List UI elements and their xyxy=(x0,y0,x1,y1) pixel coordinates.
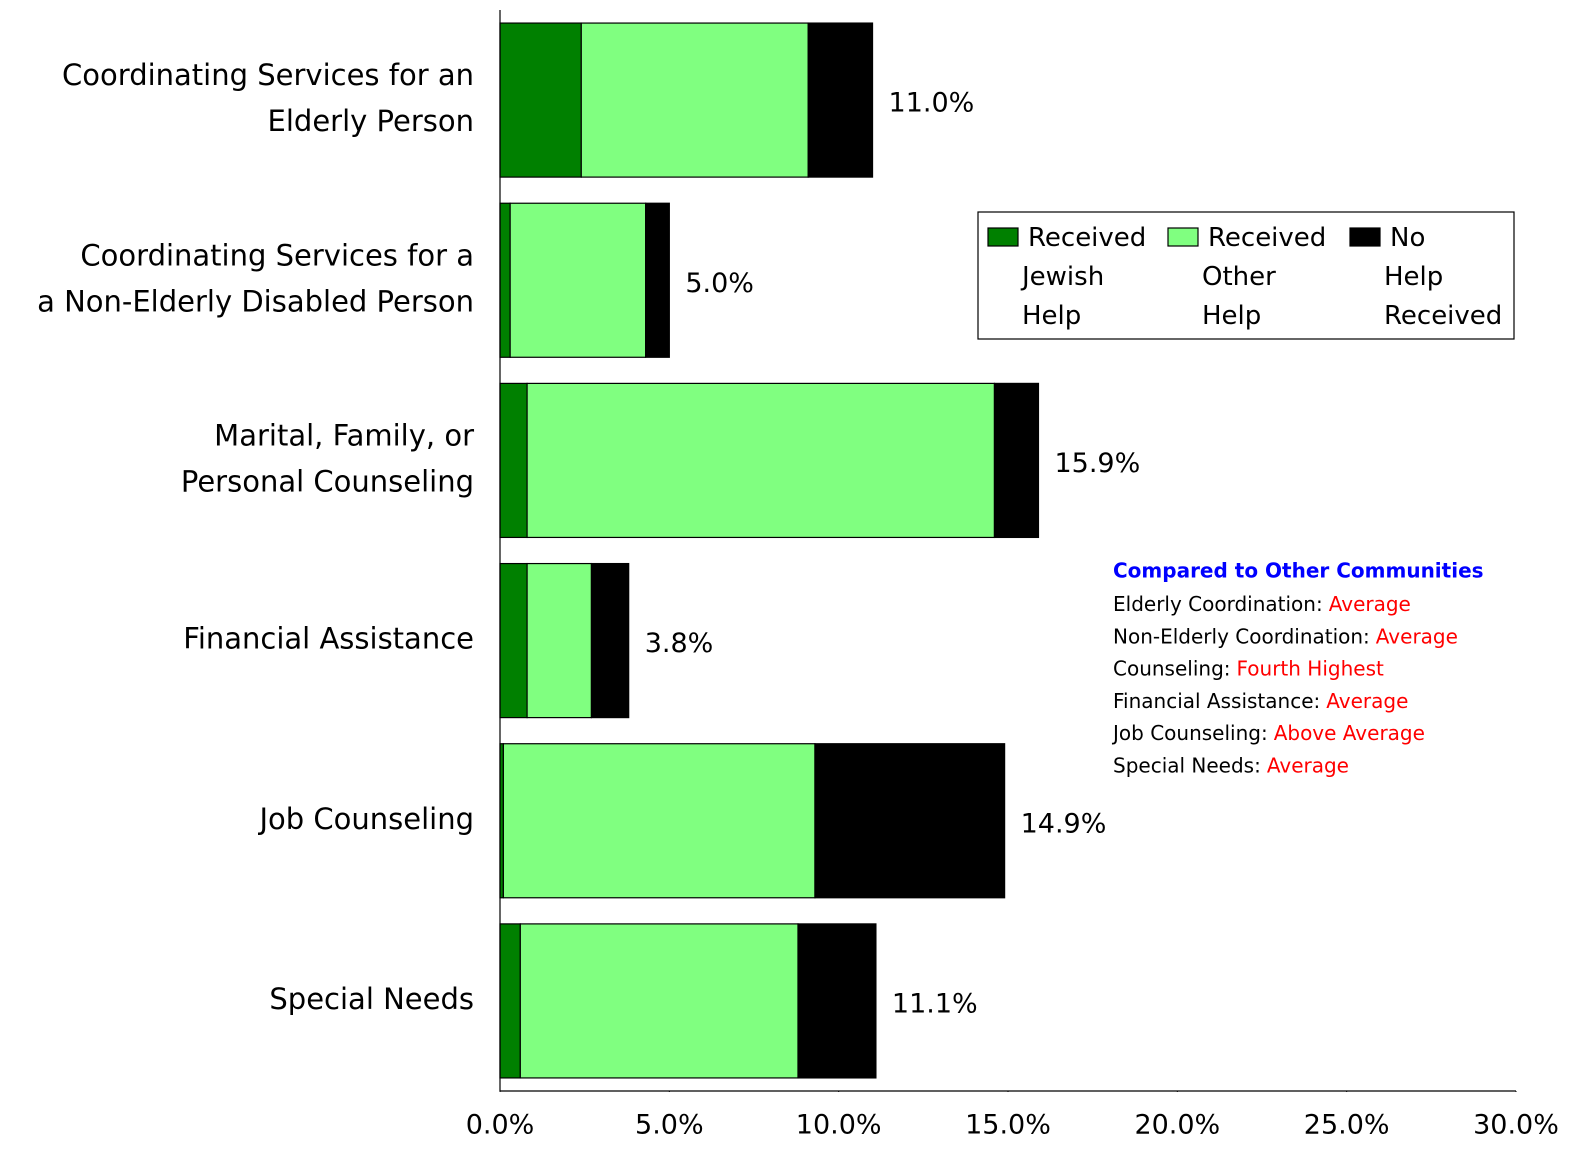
y-tick-label: Marital, Family, or xyxy=(214,418,474,452)
bar-segment xyxy=(814,743,1006,899)
annotation-rating: Average xyxy=(1267,753,1349,777)
bar-segment xyxy=(797,923,877,1079)
legend-swatch xyxy=(987,227,1019,247)
annotation-item: Financial Assistance: Average xyxy=(1113,688,1408,712)
bar-segment xyxy=(502,743,816,899)
y-tick-label: Special Needs xyxy=(269,982,474,1016)
legend-swatch xyxy=(1349,227,1381,247)
bar-segment xyxy=(526,382,996,539)
bar-segment xyxy=(499,22,582,178)
annotation-label: Non-Elderly Coordination: xyxy=(1113,624,1370,648)
x-tick-label: 10.0% xyxy=(796,1110,882,1141)
legend: Received Jewish Help Received Other Help No Hel… xyxy=(977,211,1515,340)
annotation-item: Special Needs: Average xyxy=(1113,753,1349,777)
x-tick-label: 30.0% xyxy=(1473,1110,1559,1141)
annotation-item: Non-Elderly Coordination: Average xyxy=(1113,624,1458,648)
legend-label: Received Other Help xyxy=(1202,223,1326,331)
bar-segment xyxy=(807,22,874,178)
annotation-item: Elderly Coordination: Average xyxy=(1113,592,1411,616)
y-tick-label: Coordinating Services for a xyxy=(80,238,474,272)
bar-segment xyxy=(509,202,647,358)
bar-segment xyxy=(590,562,630,719)
bar-segment xyxy=(645,202,670,358)
x-tick-label: 0.0% xyxy=(466,1110,535,1141)
y-tick-label: a Non-Elderly Disabled Person xyxy=(37,284,474,318)
legend-label: No Help Received xyxy=(1384,223,1502,331)
bar-segment xyxy=(993,382,1040,539)
value-label: 11.0% xyxy=(889,88,975,119)
annotation-rating: Average xyxy=(1326,688,1408,712)
annotation-rating: Average xyxy=(1329,592,1411,616)
x-tick-label: 15.0% xyxy=(965,1110,1051,1141)
value-label: 3.8% xyxy=(645,628,714,659)
annotation-rating: Fourth Highest xyxy=(1237,656,1384,680)
annotation-label: Special Needs: xyxy=(1113,753,1261,777)
value-label: 14.9% xyxy=(1021,808,1107,839)
bar-segment xyxy=(519,923,799,1079)
annotation-rating: Above Average xyxy=(1274,721,1425,745)
x-tick-label: 25.0% xyxy=(1304,1110,1390,1141)
y-tick-label: Job Counseling xyxy=(257,802,474,836)
legend-swatch xyxy=(1167,227,1199,247)
bar-segment xyxy=(499,382,528,539)
x-tick-label: 20.0% xyxy=(1134,1110,1220,1141)
y-tick-label: Elderly Person xyxy=(268,104,474,138)
legend-label: Received Jewish Help xyxy=(1020,223,1146,331)
y-tick-label: Financial Assistance xyxy=(183,622,474,656)
x-tick-label: 5.0% xyxy=(635,1110,704,1141)
y-tick-label: Personal Counseling xyxy=(181,464,474,498)
annotation-rating: Average xyxy=(1376,624,1458,648)
y-tick-label: Coordinating Services for an xyxy=(62,58,474,92)
value-label: 5.0% xyxy=(685,268,754,299)
bar-segment xyxy=(526,562,593,719)
bar-segment xyxy=(499,923,521,1079)
annotation-item: Job Counseling: Above Average xyxy=(1111,721,1425,745)
bar-segment xyxy=(580,22,809,178)
value-label: 15.9% xyxy=(1054,448,1140,479)
annotation-item: Counseling: Fourth Highest xyxy=(1113,656,1384,680)
annotation-label: Financial Assistance: xyxy=(1113,688,1320,712)
annotation-title: Compared to Other Communities xyxy=(1113,559,1484,583)
bar-segment xyxy=(499,202,511,358)
bar-segment xyxy=(499,562,528,719)
annotation-label: Job Counseling: xyxy=(1111,721,1268,745)
value-label: 11.1% xyxy=(892,988,978,1019)
annotation-label: Counseling: xyxy=(1113,656,1231,680)
annotation-label: Elderly Coordination: xyxy=(1113,592,1323,616)
legend-box xyxy=(977,211,1515,340)
